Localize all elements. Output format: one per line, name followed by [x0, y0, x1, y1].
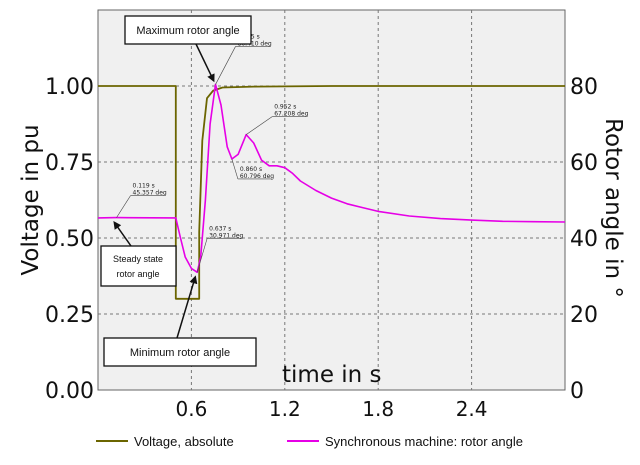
legend-label-voltage: Voltage, absolute [134, 434, 234, 449]
data-label-leader [231, 158, 239, 180]
data-label-angle: 67.208 deg [274, 111, 308, 118]
data-label-leader [116, 195, 131, 218]
annotation-box-steady [100, 245, 177, 287]
data-label-time: 0.860 s [240, 166, 262, 173]
annotation-text-min: Minimum rotor angle [130, 347, 230, 359]
y-right-tick-label: 40 [570, 227, 598, 252]
y-left-tick-label: 0.00 [45, 379, 94, 404]
annotation-arrow-steady [113, 221, 132, 247]
annotation-text-max: Maximum rotor angle [136, 25, 239, 37]
y-right-tick-label: 80 [570, 75, 598, 100]
x-axis-title: time in s [282, 362, 382, 388]
x-tick-label: 1.8 [362, 397, 394, 421]
legend: Voltage, absolute Synchronous machine: r… [96, 434, 523, 449]
x-tick-label: 1.2 [269, 397, 301, 421]
data-label-leader [246, 116, 273, 135]
tick-labels-layer: 0.6 1.2 1.8 2.4 0.00 0.25 0.50 0.75 1.00 0 20 40 60 8… [45, 75, 598, 421]
data-label-time: 0.637 s [209, 225, 231, 232]
y-left-axis-title: Voltage in pu [18, 124, 44, 275]
y-right-tick-label: 0 [570, 379, 584, 404]
annotation-text-steady-line1: Steady state [113, 254, 163, 264]
data-label-time: 0.952 s [274, 104, 296, 111]
y-left-tick-label: 0.50 [45, 227, 94, 252]
annotation-box-max [124, 15, 252, 45]
data-label-time: 0.119 s [133, 183, 155, 190]
data-label-angle: 60.796 deg [240, 173, 274, 180]
annotation-arrow-min [176, 275, 198, 339]
legend-label-rotor-angle: Synchronous machine: rotor angle [325, 434, 523, 449]
annotations-layer: Maximum rotor angle Steady state rotor ang… [100, 15, 257, 367]
series-line-rotor-angle [97, 83, 566, 274]
y-right-axis-title: Rotor angle in ° [600, 118, 626, 298]
y-left-tick-label: 1.00 [45, 75, 94, 100]
annotation-box-min [103, 337, 257, 367]
y-right-tick-label: 60 [570, 151, 598, 176]
series-layer [97, 83, 566, 300]
x-tick-label: 0.6 [175, 397, 207, 421]
annotation-arrow-max [195, 43, 215, 83]
data-label-leader [215, 46, 236, 85]
data-label-leader [196, 238, 208, 273]
data-label-angle: 80.410 deg [238, 40, 272, 47]
y-left-tick-label: 0.25 [45, 303, 94, 328]
y-right-tick-label: 20 [570, 303, 598, 328]
data-label-angle: 30.971 deg [209, 232, 243, 239]
series-line-voltage [98, 85, 565, 300]
plot-area [97, 9, 566, 391]
data-label-angle: 45.357 deg [133, 190, 167, 197]
annotation-text-steady-line2: rotor angle [116, 269, 159, 279]
x-tick-label: 2.4 [456, 397, 488, 421]
y-left-tick-label: 0.75 [45, 151, 94, 176]
